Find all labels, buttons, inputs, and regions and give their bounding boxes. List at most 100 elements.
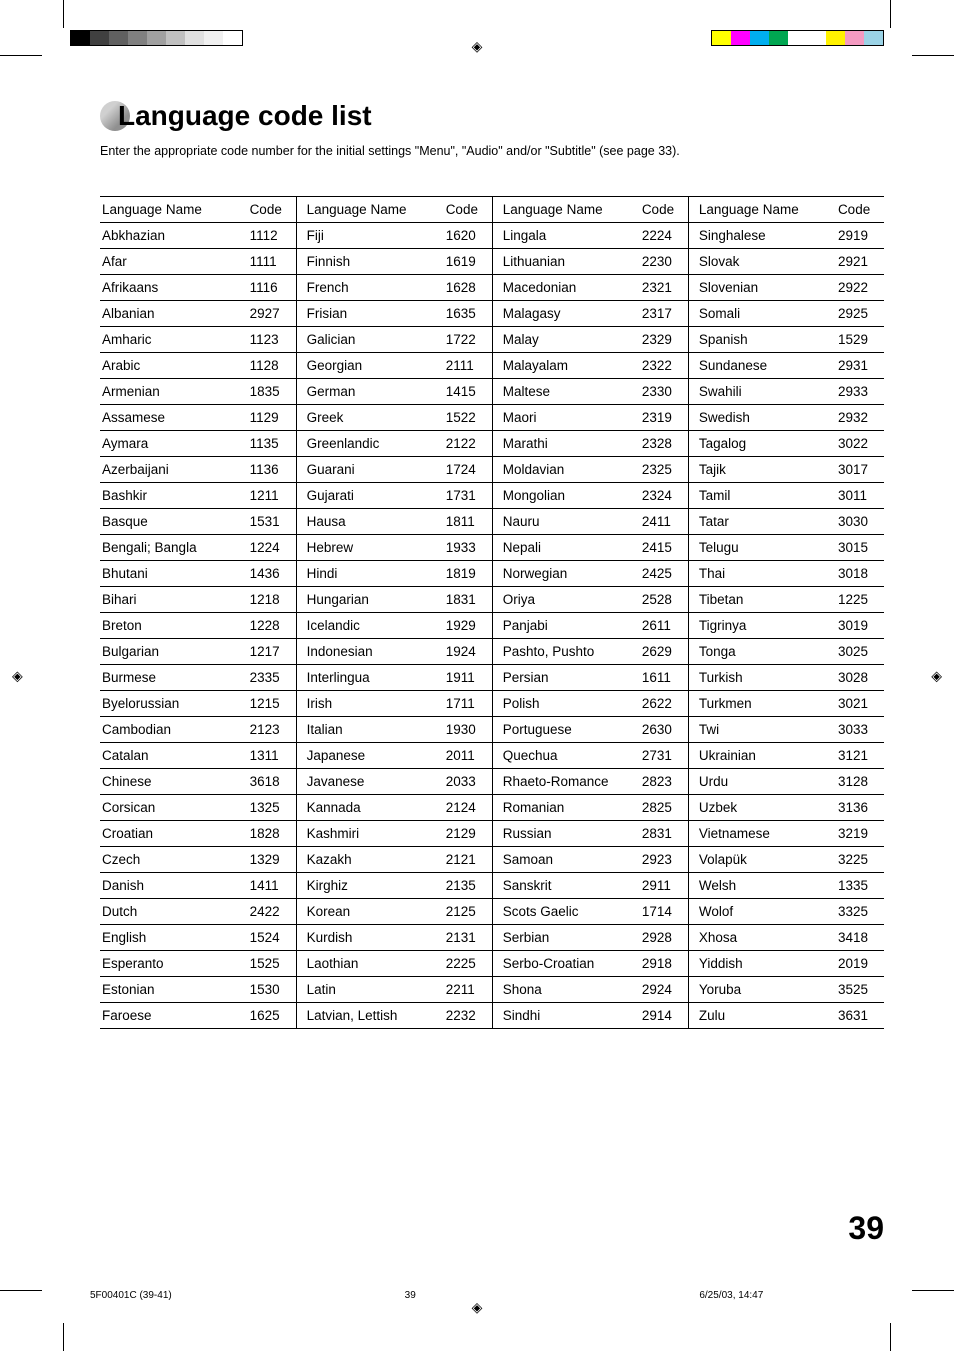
color-swatch	[71, 31, 90, 45]
language-name: Singhalese	[688, 223, 836, 249]
language-name: Corsican	[100, 795, 248, 821]
table-row: Bhutani1436Hindi1819Norwegian2425Thai301…	[100, 561, 884, 587]
language-code: 2630	[640, 717, 689, 743]
language-code: 2918	[640, 951, 689, 977]
language-name: Spanish	[688, 327, 836, 353]
header-code: Code	[836, 197, 884, 223]
table-row: Breton1228Icelandic1929Panjabi2611Tigrin…	[100, 613, 884, 639]
language-code: 2211	[444, 977, 493, 1003]
color-bar-right	[711, 30, 884, 46]
language-name: Danish	[100, 873, 248, 899]
language-name: Frisian	[296, 301, 444, 327]
language-code: 1111	[248, 249, 297, 275]
crop-mark	[890, 0, 891, 28]
language-name: Macedonian	[492, 275, 640, 301]
language-name: Arabic	[100, 353, 248, 379]
language-name: Nepali	[492, 535, 640, 561]
language-name: Korean	[296, 899, 444, 925]
language-code-table: Language Name Code Language Name Code La…	[100, 196, 884, 1029]
language-code: 2111	[444, 353, 493, 379]
language-code: 1611	[640, 665, 689, 691]
language-name: Bhutani	[100, 561, 248, 587]
language-code: 2914	[640, 1003, 689, 1029]
color-swatch	[712, 31, 731, 45]
language-code: 1811	[444, 509, 493, 535]
color-swatch	[204, 31, 223, 45]
table-row: Estonian1530Latin2211Shona2924Yoruba3525	[100, 977, 884, 1003]
table-row: Aymara1135Greenlandic2122Marathi2328Taga…	[100, 431, 884, 457]
language-name: Latin	[296, 977, 444, 1003]
language-code: 2422	[248, 899, 297, 925]
language-code: 2225	[444, 951, 493, 977]
language-code: 2933	[836, 379, 884, 405]
language-code: 1635	[444, 301, 493, 327]
registration-mark-icon: ◈	[472, 1299, 483, 1316]
language-code: 1924	[444, 639, 493, 665]
language-code: 2629	[640, 639, 689, 665]
color-swatch	[826, 31, 845, 45]
table-row: Esperanto1525Laothian2225Serbo-Croatian2…	[100, 951, 884, 977]
language-name: Tagalog	[688, 431, 836, 457]
language-code: 3418	[836, 925, 884, 951]
language-name: Hausa	[296, 509, 444, 535]
table-row: Afrikaans1116French1628Macedonian2321Slo…	[100, 275, 884, 301]
language-code: 3019	[836, 613, 884, 639]
language-name: Armenian	[100, 379, 248, 405]
language-name: Maori	[492, 405, 640, 431]
language-name: Sundanese	[688, 353, 836, 379]
language-code: 2924	[640, 977, 689, 1003]
language-name: Abkhazian	[100, 223, 248, 249]
language-code: 2611	[640, 613, 689, 639]
crop-mark	[63, 1323, 64, 1351]
language-code: 1711	[444, 691, 493, 717]
language-code: 2230	[640, 249, 689, 275]
table-row: Catalan1311Japanese2011Quechua2731Ukrain…	[100, 743, 884, 769]
language-name: Finnish	[296, 249, 444, 275]
language-name: Yiddish	[688, 951, 836, 977]
color-swatch	[166, 31, 185, 45]
language-code: 3325	[836, 899, 884, 925]
language-name: Bashkir	[100, 483, 248, 509]
language-code: 1129	[248, 405, 297, 431]
language-code: 2317	[640, 301, 689, 327]
language-name: Yoruba	[688, 977, 836, 1003]
language-name: Kazakh	[296, 847, 444, 873]
language-code: 3018	[836, 561, 884, 587]
language-name: Bulgarian	[100, 639, 248, 665]
language-code: 2019	[836, 951, 884, 977]
language-name: Estonian	[100, 977, 248, 1003]
language-name: Oriya	[492, 587, 640, 613]
language-code: 1136	[248, 457, 297, 483]
language-code: 3225	[836, 847, 884, 873]
language-name: Polish	[492, 691, 640, 717]
language-name: Catalan	[100, 743, 248, 769]
language-name: Assamese	[100, 405, 248, 431]
language-code: 2125	[444, 899, 493, 925]
language-name: Malay	[492, 327, 640, 353]
language-code: 1135	[248, 431, 297, 457]
language-code: 1530	[248, 977, 297, 1003]
language-name: Afar	[100, 249, 248, 275]
language-name: Swedish	[688, 405, 836, 431]
language-name: Maltese	[492, 379, 640, 405]
language-name: Slovenian	[688, 275, 836, 301]
language-code: 3525	[836, 977, 884, 1003]
language-name: Hindi	[296, 561, 444, 587]
language-name: Javanese	[296, 769, 444, 795]
language-name: Moldavian	[492, 457, 640, 483]
table-row: Corsican1325Kannada2124Romanian2825Uzbek…	[100, 795, 884, 821]
language-code: 3017	[836, 457, 884, 483]
title-row: Language code list	[100, 100, 884, 132]
page-number: 39	[848, 1210, 884, 1247]
language-name: Russian	[492, 821, 640, 847]
language-name: Latvian, Lettish	[296, 1003, 444, 1029]
language-code: 2328	[640, 431, 689, 457]
header-name: Language Name	[296, 197, 444, 223]
language-name: Ukrainian	[688, 743, 836, 769]
header-code: Code	[640, 197, 689, 223]
language-code: 1831	[444, 587, 493, 613]
table-row: Chinese3618Javanese2033Rhaeto-Romance282…	[100, 769, 884, 795]
language-name: Serbo-Croatian	[492, 951, 640, 977]
registration-mark-icon: ◈	[12, 667, 23, 684]
language-code: 1529	[836, 327, 884, 353]
